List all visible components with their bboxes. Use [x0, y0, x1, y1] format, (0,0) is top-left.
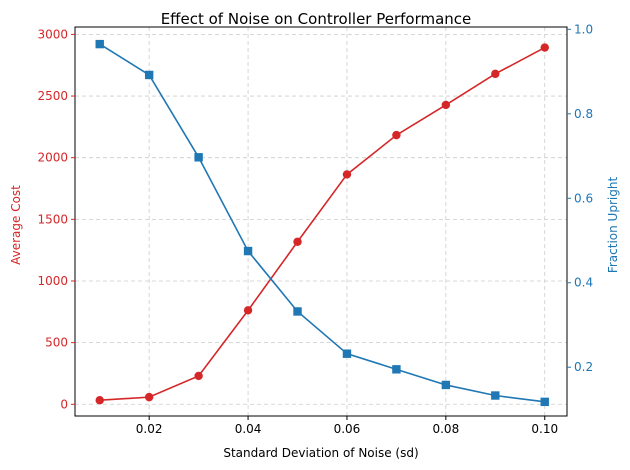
- x-tick-label: 0.02: [136, 422, 163, 436]
- fraction-upright-point: [342, 349, 352, 358]
- x-tick-label: 0.08: [432, 422, 459, 436]
- x-tick-label: 0.06: [334, 422, 361, 436]
- y-left-tick-label: 3000: [37, 27, 68, 41]
- fraction-upright-point: [392, 365, 401, 374]
- fraction-upright-point: [441, 380, 451, 390]
- average-cost-point: [441, 100, 451, 110]
- fraction-upright-point: [243, 246, 253, 256]
- average-cost-point: [144, 392, 154, 402]
- x-axis: 0.02 0.04 0.06 0.08 0.10: [136, 416, 558, 436]
- average-cost-line: [99, 46, 546, 402]
- y-left-tick-label: 1500: [37, 212, 68, 226]
- y-right-tick-label: 1.0: [574, 22, 593, 36]
- series-layer: [95, 39, 549, 407]
- y-left-tick-label: 1000: [37, 274, 68, 288]
- average-cost-point: [491, 69, 500, 79]
- y-left-tick-label: 2000: [37, 151, 68, 165]
- y-left-tick-label: 500: [45, 336, 68, 350]
- y-axis-right-label: Fraction Upright: [606, 177, 620, 274]
- y-right-tick-label: 0.6: [574, 191, 593, 205]
- average-cost-point: [95, 396, 104, 405]
- x-tick-label: 0.10: [531, 422, 558, 436]
- grid-lines: [75, 27, 567, 416]
- fraction-upright-point: [293, 307, 302, 316]
- x-axis-label: Standard Deviation of Noise (sd): [223, 446, 418, 460]
- y-left-tick-label: 2500: [37, 89, 68, 103]
- y-axis-left-label: Average Cost: [9, 185, 23, 265]
- average-cost-point: [243, 306, 253, 315]
- fraction-upright-line: [99, 43, 545, 403]
- y-left-tick-label: 0: [60, 397, 68, 411]
- fraction-upright-point: [194, 153, 203, 162]
- average-cost-point: [540, 43, 549, 52]
- chart-title: Effect of Noise on Controller Performanc…: [161, 10, 472, 28]
- fraction-upright-point: [540, 397, 549, 407]
- average-cost-point: [293, 237, 302, 246]
- y-right-tick-label: 0.2: [574, 360, 593, 374]
- y-axis-right: 0.2 0.4 0.6 0.8 1.0: [567, 22, 593, 374]
- x-tick-label: 0.04: [235, 422, 262, 436]
- y-right-tick-label: 0.4: [574, 276, 593, 290]
- plot-frame: [74, 26, 568, 417]
- fraction-upright-point: [144, 70, 154, 80]
- y-axis-left: 0 500 1000 1500 2000 2500 3000: [37, 27, 75, 411]
- fraction-upright-point: [95, 39, 104, 49]
- average-cost-point: [342, 170, 352, 179]
- fraction-upright-point: [491, 391, 500, 400]
- average-cost-point: [392, 130, 401, 140]
- y-right-tick-label: 0.8: [574, 107, 593, 121]
- average-cost-point: [194, 371, 203, 381]
